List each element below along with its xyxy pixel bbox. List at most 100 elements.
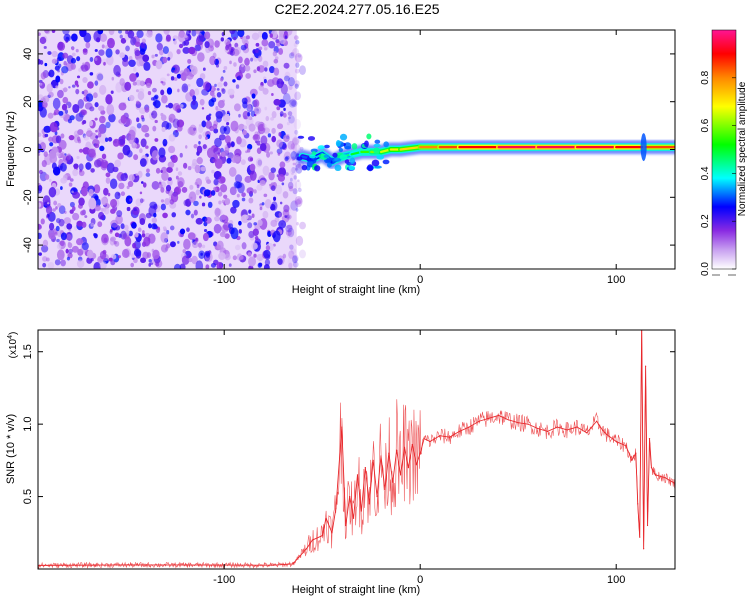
noise-blob — [72, 103, 80, 114]
noise-blob — [177, 88, 180, 93]
noise-blob — [279, 111, 284, 117]
noise-blob — [192, 95, 197, 102]
noise-blob — [66, 223, 73, 230]
noise-blob — [160, 187, 165, 193]
noise-blob — [214, 207, 221, 217]
noise-blob — [52, 208, 56, 212]
noise-blob — [177, 177, 185, 188]
noise-blob — [107, 192, 111, 197]
noise-blob — [251, 93, 256, 99]
noise-blob — [130, 262, 135, 268]
noise-blob — [188, 191, 197, 203]
noise-blob — [201, 202, 206, 207]
noise-blob — [182, 46, 190, 54]
snr-frame — [37, 329, 676, 570]
noise-blob — [225, 44, 230, 51]
noise-blob — [42, 239, 49, 248]
noise-blob — [93, 92, 98, 99]
snr-x-ticks: -100 0 100 — [213, 330, 625, 586]
snr-data-point — [388, 452, 390, 454]
noise-blob — [278, 48, 284, 55]
noise-blob — [248, 197, 254, 204]
snr-data-point — [372, 459, 374, 461]
snr-data-point — [305, 548, 308, 550]
noise-blob — [93, 262, 101, 269]
noise-blob — [42, 256, 48, 262]
noise-blob — [58, 139, 67, 150]
noise-blob — [273, 243, 276, 247]
noise-blob — [95, 72, 104, 82]
noise-blob — [136, 122, 142, 129]
trace-blob — [327, 162, 332, 168]
y-tick-label: 1.5 — [22, 344, 34, 359]
noise-blob — [131, 222, 137, 229]
noise-blob — [197, 52, 205, 62]
noise-blob — [213, 223, 222, 234]
noise-blob — [219, 77, 224, 82]
spectrogram-signal-trace — [295, 133, 675, 172]
noise-blob — [247, 112, 251, 117]
snr-data-point — [341, 426, 343, 428]
noise-blob — [40, 218, 45, 225]
noise-blob — [48, 222, 55, 231]
noise-blob — [56, 249, 65, 261]
snr-data-point — [368, 503, 370, 505]
noise-blob — [57, 69, 60, 73]
noise-blob — [263, 78, 267, 84]
noise-blob — [38, 184, 43, 192]
noise-blob — [137, 90, 145, 101]
noise-blob — [95, 129, 98, 133]
noise-blob — [101, 153, 107, 160]
noise-blob — [216, 88, 220, 91]
noise-blob — [292, 261, 299, 268]
noise-blob — [193, 200, 199, 207]
noise-blob — [218, 252, 226, 261]
noise-blob — [170, 225, 175, 231]
noise-blob — [254, 235, 259, 241]
noise-blob — [296, 197, 303, 205]
noise-blob — [59, 240, 65, 247]
noise-blob — [292, 48, 300, 58]
noise-blob — [49, 149, 57, 159]
noise-blob — [178, 43, 184, 49]
noise-blob — [247, 104, 252, 111]
noise-blob — [229, 60, 232, 65]
noise-blob — [291, 166, 296, 174]
noise-blob — [105, 48, 113, 58]
snr-data-point — [646, 524, 649, 527]
noise-blob — [252, 228, 259, 237]
spectrogram-y-axis-label: Frequency (Hz) — [5, 111, 17, 187]
spectrogram-x-axis-label: Height of straight line (km) — [292, 284, 420, 296]
noise-blob — [195, 217, 203, 225]
x-tick-label: 100 — [607, 574, 625, 586]
noise-blob — [215, 111, 223, 119]
noise-blob — [249, 157, 253, 162]
noise-blob — [41, 159, 47, 168]
noise-blob — [89, 56, 94, 62]
noise-blob — [166, 122, 172, 130]
noise-blob — [107, 37, 115, 49]
noise-blob — [209, 55, 216, 66]
snr-data-point — [556, 426, 559, 428]
noise-blob — [121, 248, 130, 259]
snr-series-points — [38, 365, 675, 566]
noise-blob — [171, 212, 177, 218]
noise-blob — [85, 41, 91, 49]
noise-blob — [190, 196, 193, 200]
noise-blob — [177, 171, 183, 176]
noise-blob — [124, 81, 132, 91]
noise-blob — [289, 168, 294, 175]
y-tick-label: 1.0 — [22, 417, 34, 432]
noise-blob — [202, 144, 207, 150]
noise-blob — [94, 57, 98, 61]
noise-blob — [75, 48, 79, 53]
noise-blob — [177, 31, 186, 43]
noise-blob — [151, 150, 159, 161]
noise-blob — [223, 194, 228, 199]
noise-blob — [112, 166, 119, 173]
snr-data-point — [645, 365, 647, 367]
noise-blob — [105, 121, 111, 129]
noise-blob — [241, 63, 244, 68]
noise-blob — [72, 206, 76, 212]
